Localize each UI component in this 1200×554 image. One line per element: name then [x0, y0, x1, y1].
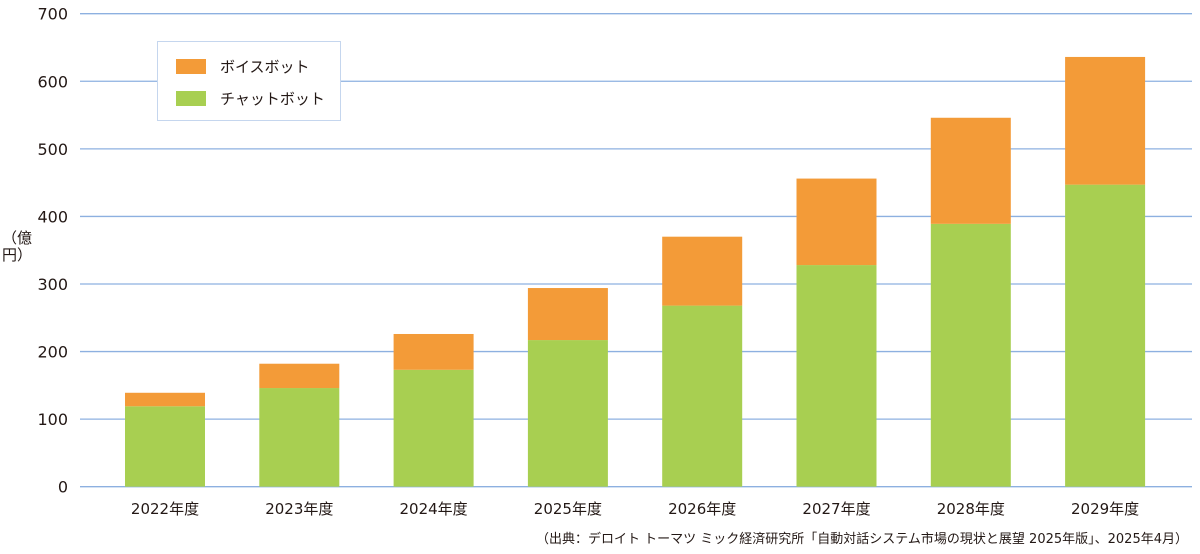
x-tick-label: 2029年度: [1071, 500, 1139, 518]
bar-segment: [662, 236, 743, 306]
bar-segment: [393, 333, 474, 370]
bar-segment: [796, 265, 877, 487]
bar-segment: [662, 305, 743, 487]
y-tick-label: 100: [37, 410, 68, 429]
x-tick-label: 2028年度: [937, 500, 1005, 518]
y-tick-label: 0: [58, 478, 68, 497]
bar-segment: [393, 369, 474, 487]
legend-label-chatbot: チャットボット: [220, 90, 325, 108]
bar-segment: [125, 392, 205, 407]
x-tick-label: 2025年度: [534, 500, 602, 518]
bar-segment: [1065, 184, 1146, 487]
bar-segment: [796, 178, 877, 266]
y-tick-label: 300: [37, 275, 68, 294]
bar-segment: [259, 363, 340, 389]
y-tick-label: 600: [37, 72, 68, 91]
bar-segment: [527, 288, 608, 341]
x-tick-label: 2023年度: [265, 500, 333, 518]
legend-swatch-voicebot: [176, 59, 206, 74]
y-tick-label: 500: [37, 140, 68, 159]
bar-segment: [259, 388, 340, 487]
y-tick-label: 700: [37, 5, 68, 24]
bar-segment: [930, 117, 1011, 224]
legend-label-voicebot: ボイスボット: [220, 58, 310, 76]
y-tick-label: 200: [37, 343, 68, 362]
x-tick-label: 2022年度: [131, 500, 199, 518]
y-tick-label: 400: [37, 207, 68, 226]
bar-segment: [527, 340, 608, 487]
legend-swatch-chatbot: [176, 91, 206, 106]
x-tick-label: 2024年度: [400, 500, 468, 518]
x-tick-label: 2027年度: [802, 500, 870, 518]
legend: ボイスボット チャットボット: [157, 41, 341, 121]
source-note: （出典：デロイト トーマツ ミック経済研究所「自動対話システム市場の現状と展望 …: [536, 532, 1188, 547]
x-tick-label: 2026年度: [668, 500, 736, 518]
legend-item-chatbot: チャットボット: [176, 88, 325, 109]
bar-segment: [930, 223, 1011, 487]
bar-segment: [1065, 56, 1146, 185]
bar-segment: [125, 406, 205, 487]
legend-item-voicebot: ボイスボット: [176, 56, 310, 77]
y-axis-label: （億円）: [2, 229, 33, 264]
